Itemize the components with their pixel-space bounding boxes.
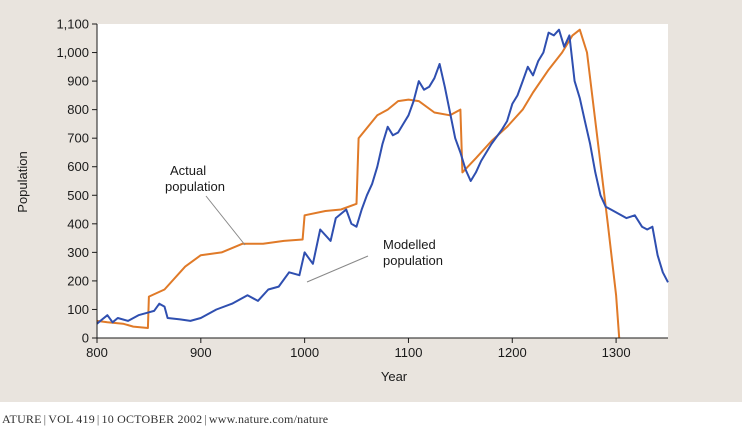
population-chart: 800 900 1000 1100 1200 1300 0 100 200 300 400 500 6… xyxy=(15,17,669,384)
y-tick-label: 500 xyxy=(67,188,89,203)
actual-population-leader-line xyxy=(205,195,246,246)
modelled-population-annotation-line1: Modelled xyxy=(383,237,436,252)
x-ticks: 800 900 1000 1100 1200 1300 xyxy=(86,338,631,360)
y-tick-label: 1,100 xyxy=(56,17,89,32)
x-tick-label: 800 xyxy=(86,345,108,360)
actual-population-annotation-line1: Actual xyxy=(170,163,206,178)
journal-date: 10 OCTOBER 2002 xyxy=(101,412,203,426)
y-tick-label: 0 xyxy=(82,331,89,346)
actual-population-line xyxy=(96,28,621,339)
journal-url: www.nature.com/nature xyxy=(208,412,329,426)
chart-panel: 800 900 1000 1100 1200 1300 0 100 200 300 400 500 6… xyxy=(0,0,742,402)
journal-name: ATURE xyxy=(2,412,42,426)
y-ticks: 0 100 200 300 400 500 600 700 800 900 1,000 1,100 xyxy=(56,17,97,346)
journal-footer: ATURE | VOL 419 | 10 OCTOBER 2002 | www.nature… xyxy=(2,412,329,426)
x-tick-label: 1000 xyxy=(290,345,319,360)
journal-volume: VOL 419 xyxy=(48,412,95,426)
x-tick-label: 1200 xyxy=(498,345,527,360)
actual-population-annotation-line2: population xyxy=(165,179,225,194)
y-tick-label: 700 xyxy=(67,131,89,146)
plot-area xyxy=(97,24,668,338)
y-tick-label: 600 xyxy=(67,159,89,174)
y-tick-label: 100 xyxy=(67,302,89,317)
y-tick-label: 200 xyxy=(67,273,89,288)
modelled-population-leader-line xyxy=(306,255,369,283)
y-tick-label: 400 xyxy=(67,216,89,231)
plot-lines xyxy=(96,28,669,339)
x-tick-label: 900 xyxy=(190,345,212,360)
y-tick-label: 1,000 xyxy=(56,45,89,60)
y-axis-label: Population xyxy=(15,151,30,212)
y-tick-label: 800 xyxy=(67,102,89,117)
x-tick-label: 1100 xyxy=(394,345,422,360)
x-axis-label: Year xyxy=(381,369,408,384)
y-tick-label: 300 xyxy=(67,245,89,260)
y-tick-label: 900 xyxy=(67,74,89,89)
modelled-population-annotation-line2: population xyxy=(383,253,443,268)
modelled-population-line xyxy=(96,28,669,325)
x-tick-label: 1300 xyxy=(602,345,631,360)
